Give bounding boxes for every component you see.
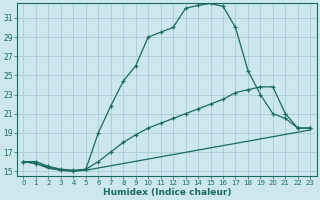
X-axis label: Humidex (Indice chaleur): Humidex (Indice chaleur) xyxy=(103,188,231,197)
